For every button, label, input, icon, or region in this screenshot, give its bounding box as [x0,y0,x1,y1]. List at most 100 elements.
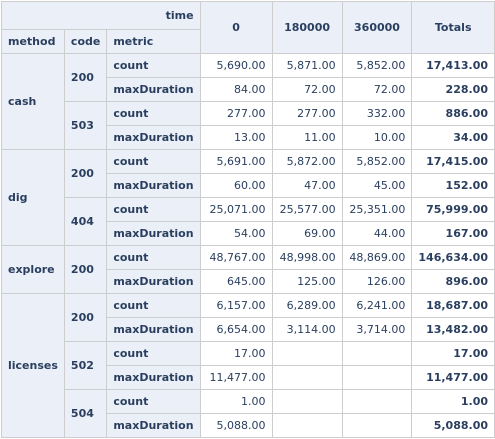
value-cell[interactable]: 48,767.00 [199,245,273,270]
value-cell[interactable]: 45.00 [341,173,413,198]
row-total-cell[interactable]: 886.00 [411,101,495,126]
row-total-cell[interactable]: 228.00 [411,77,495,102]
value-cell[interactable] [341,365,413,390]
value-cell[interactable]: 1.00 [199,389,273,414]
method-row-header[interactable]: explore [1,245,65,294]
row-total-cell[interactable]: 17,415.00 [411,149,495,174]
metric-row-header[interactable]: count [106,341,201,366]
value-cell[interactable]: 5,871.00 [271,53,343,78]
value-cell[interactable]: 5,088.00 [199,413,273,438]
row-total-cell[interactable]: 34.00 [411,125,495,150]
table-row: maxDuration 54.00 69.00 44.00 167.00 [2,221,495,246]
value-cell[interactable] [341,389,413,414]
value-cell[interactable]: 6,241.00 [341,293,413,318]
metric-row-header[interactable]: maxDuration [106,413,201,438]
value-cell[interactable]: 6,289.00 [271,293,343,318]
metric-row-header[interactable]: count [106,101,201,126]
value-cell[interactable]: 5,691.00 [199,149,273,174]
value-cell[interactable]: 13.00 [199,125,273,150]
row-total-cell[interactable]: 146,634.00 [411,245,495,270]
value-cell[interactable]: 60.00 [199,173,273,198]
value-cell[interactable]: 72.00 [271,77,343,102]
value-cell[interactable]: 69.00 [271,221,343,246]
metric-row-header[interactable]: count [106,197,201,222]
metric-row-header[interactable]: count [106,389,201,414]
value-cell[interactable]: 72.00 [341,77,413,102]
row-total-cell[interactable]: 167.00 [411,221,495,246]
value-cell[interactable]: 84.00 [199,77,273,102]
value-cell[interactable]: 125.00 [271,269,343,294]
method-row-header[interactable]: licenses [1,293,65,438]
value-cell[interactable]: 48,869.00 [341,245,413,270]
value-cell[interactable] [271,365,343,390]
code-row-header[interactable]: 200 [63,149,108,198]
metric-row-header[interactable]: count [106,293,201,318]
row-total-cell[interactable]: 18,687.00 [411,293,495,318]
value-cell[interactable]: 25,351.00 [341,197,413,222]
column-header[interactable]: 360000 [341,1,413,54]
metric-row-header[interactable]: maxDuration [106,77,201,102]
value-cell[interactable]: 11.00 [271,125,343,150]
column-header[interactable]: 180000 [271,1,343,54]
row-total-cell[interactable]: 5,088.00 [411,413,495,438]
table-row: maxDuration 6,654.00 3,114.00 3,714.00 13,48… [2,317,495,342]
value-cell[interactable]: 54.00 [199,221,273,246]
value-cell[interactable] [271,341,343,366]
value-cell[interactable] [341,341,413,366]
value-cell[interactable]: 44.00 [341,221,413,246]
row-total-cell[interactable]: 1.00 [411,389,495,414]
metric-row-header[interactable]: maxDuration [106,173,201,198]
table-row: maxDuration 11,477.00 11,477.00 [2,365,495,390]
row-total-cell[interactable]: 11,477.00 [411,365,495,390]
value-cell[interactable]: 5,852.00 [341,53,413,78]
row-total-cell[interactable]: 75,999.00 [411,197,495,222]
metric-row-header[interactable]: maxDuration [106,269,201,294]
value-cell[interactable] [271,413,343,438]
value-cell[interactable]: 6,157.00 [199,293,273,318]
metric-row-header[interactable]: maxDuration [106,125,201,150]
value-cell[interactable]: 5,872.00 [271,149,343,174]
metric-row-header[interactable]: maxDuration [106,317,201,342]
code-row-header[interactable]: 200 [63,293,108,342]
value-cell[interactable]: 25,577.00 [271,197,343,222]
value-cell[interactable]: 10.00 [341,125,413,150]
value-cell[interactable]: 48,998.00 [271,245,343,270]
value-cell[interactable]: 47.00 [271,173,343,198]
row-total-cell[interactable]: 13,482.00 [411,317,495,342]
code-row-header[interactable]: 200 [63,245,108,294]
row-total-cell[interactable]: 17.00 [411,341,495,366]
row-total-cell[interactable]: 896.00 [411,269,495,294]
code-row-header[interactable]: 504 [63,389,108,438]
value-cell[interactable]: 277.00 [271,101,343,126]
metric-row-header[interactable]: maxDuration [106,221,201,246]
value-cell[interactable]: 5,852.00 [341,149,413,174]
metric-row-header[interactable]: count [106,53,201,78]
metric-row-header[interactable]: count [106,149,201,174]
row-total-cell[interactable]: 17,413.00 [411,53,495,78]
value-cell[interactable]: 17.00 [199,341,273,366]
row-total-cell[interactable]: 152.00 [411,173,495,198]
metric-row-header[interactable]: maxDuration [106,365,201,390]
code-row-header[interactable]: 200 [63,53,108,102]
code-row-header[interactable]: 502 [63,341,108,390]
value-cell[interactable]: 126.00 [341,269,413,294]
value-cell[interactable]: 332.00 [341,101,413,126]
column-header[interactable]: 0 [199,1,273,54]
value-cell[interactable]: 645.00 [199,269,273,294]
method-row-header[interactable]: dig [1,149,65,246]
value-cell[interactable]: 11,477.00 [199,365,273,390]
value-cell[interactable]: 277.00 [199,101,273,126]
code-row-header[interactable]: 503 [63,101,108,150]
value-cell[interactable]: 5,690.00 [199,53,273,78]
table-row: maxDuration 5,088.00 5,088.00 [2,413,495,438]
value-cell[interactable] [271,389,343,414]
metric-row-header[interactable]: count [106,245,201,270]
value-cell[interactable]: 6,654.00 [199,317,273,342]
value-cell[interactable]: 3,714.00 [341,317,413,342]
value-cell[interactable] [341,413,413,438]
table-row: maxDuration 645.00 125.00 126.00 896.00 [2,269,495,294]
method-row-header[interactable]: cash [1,53,65,150]
value-cell[interactable]: 25,071.00 [199,197,273,222]
value-cell[interactable]: 3,114.00 [271,317,343,342]
code-row-header[interactable]: 404 [63,197,108,246]
